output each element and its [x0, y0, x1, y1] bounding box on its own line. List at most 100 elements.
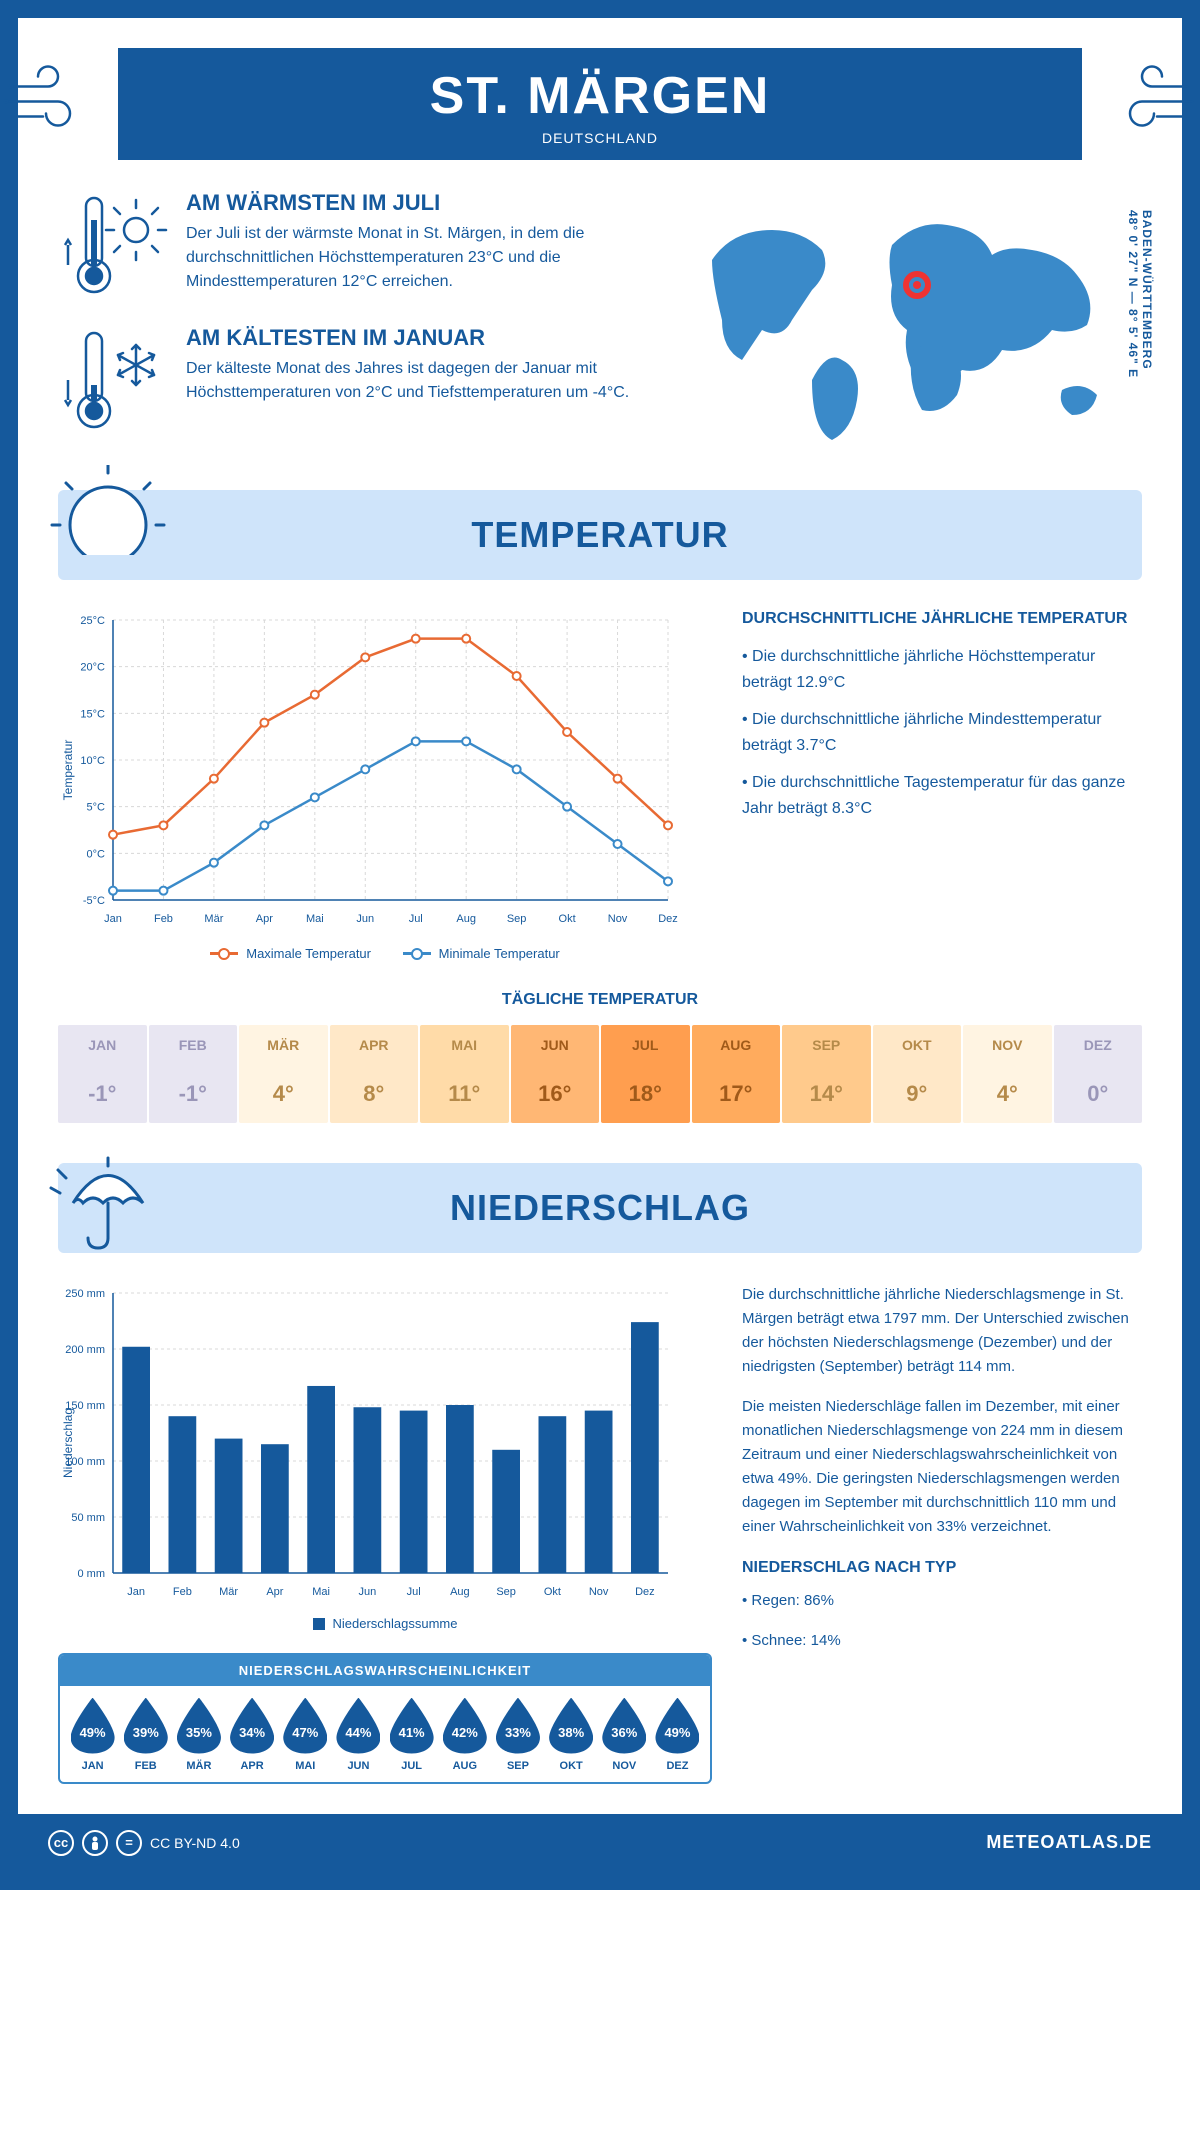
daily-temp-cell: OKT9° [873, 1025, 962, 1123]
prob-drop: 36%NOV [600, 1698, 649, 1772]
precip-type-1: • Regen: 86% [742, 1589, 1142, 1613]
svg-text:250 mm: 250 mm [65, 1288, 105, 1300]
daily-temp-cell: JUN16° [511, 1025, 600, 1123]
svg-text:Jun: Jun [356, 913, 374, 925]
svg-text:Dez: Dez [635, 1586, 655, 1598]
precipitation-text: Die durchschnittliche jährliche Niedersc… [742, 1283, 1142, 1784]
temperature-line-chart: -5°C0°C5°C10°C15°C20°C25°CJanFebMärAprMa… [58, 610, 712, 961]
temp-stats-title: DURCHSCHNITTLICHE JÄHRLICHE TEMPERATUR [742, 610, 1142, 628]
daily-temp-title: TÄGLICHE TEMPERATUR [58, 991, 1142, 1009]
prob-drop: 34%APR [228, 1698, 277, 1772]
precip-type-2: • Schnee: 14% [742, 1629, 1142, 1653]
daily-temp-cell: MAI11° [420, 1025, 509, 1123]
temp-stat-3: • Die durchschnittliche Tagestemperatur … [742, 770, 1142, 821]
precip-legend: Niederschlagssumme [333, 1616, 458, 1631]
warmest-title: AM WÄRMSTEN IM JULI [186, 190, 652, 216]
daily-temp-cell: APR8° [330, 1025, 419, 1123]
svg-text:Feb: Feb [173, 1586, 192, 1598]
warmest-text: Der Juli ist der wärmste Monat in St. Mä… [186, 222, 652, 294]
svg-text:Mai: Mai [306, 913, 324, 925]
svg-text:Jul: Jul [409, 913, 423, 925]
svg-text:Dez: Dez [658, 913, 678, 925]
world-map: BADEN-WÜRTTEMBERG 48° 0' 27" N — 8° 5' 4… [682, 190, 1142, 460]
temp-stat-1: • Die durchschnittliche jährliche Höchst… [742, 644, 1142, 695]
prob-title: NIEDERSCHLAGSWAHRSCHEINLICHKEIT [60, 1655, 710, 1686]
svg-text:Apr: Apr [256, 913, 273, 925]
svg-text:0 mm: 0 mm [78, 1568, 106, 1580]
svg-text:Jan: Jan [104, 913, 122, 925]
country-label: DEUTSCHLAND [118, 130, 1082, 146]
svg-text:Mär: Mär [204, 913, 223, 925]
svg-text:Niederschlag: Niederschlag [61, 1408, 75, 1478]
temperature-stats: DURCHSCHNITTLICHE JÄHRLICHE TEMPERATUR •… [742, 610, 1142, 961]
legend-min: Minimale Temperatur [439, 946, 560, 961]
svg-text:Sep: Sep [507, 913, 527, 925]
svg-text:Okt: Okt [559, 913, 576, 925]
by-icon [82, 1830, 108, 1856]
prob-drop: 47%MAI [281, 1698, 330, 1772]
warmest-block: AM WÄRMSTEN IM JULI Der Juli ist der wär… [58, 190, 652, 305]
temp-stat-2: • Die durchschnittliche jährliche Mindes… [742, 707, 1142, 758]
precip-p2: Die meisten Niederschläge fallen im Deze… [742, 1395, 1142, 1539]
daily-temp-cell: NOV4° [963, 1025, 1052, 1123]
daily-temp-cell: JAN-1° [58, 1025, 147, 1123]
footer: cc = CC BY-ND 4.0 METEOATLAS.DE [18, 1814, 1182, 1872]
wind-icon [3, 62, 93, 147]
coldest-block: AM KÄLTESTEN IM JANUAR Der kälteste Mona… [58, 325, 652, 440]
precipitation-title: NIEDERSCHLAG [450, 1187, 750, 1229]
svg-text:0°C: 0°C [87, 848, 106, 860]
svg-text:20°C: 20°C [80, 662, 105, 674]
site-label: METEOATLAS.DE [986, 1832, 1152, 1853]
legend-max: Maximale Temperatur [246, 946, 371, 961]
thermometer-sun-icon [58, 190, 168, 305]
svg-text:-5°C: -5°C [83, 895, 105, 907]
umbrella-icon [48, 1138, 168, 1258]
wind-icon [1107, 62, 1197, 147]
precip-type-title: NIEDERSCHLAG NACH TYP [742, 1555, 1142, 1581]
daily-temp-grid: JAN-1°FEB-1°MÄR4°APR8°MAI11°JUN16°JUL18°… [58, 1025, 1142, 1123]
daily-temp-cell: SEP14° [782, 1025, 871, 1123]
svg-text:50 mm: 50 mm [71, 1512, 105, 1524]
prob-drop: 44%JUN [334, 1698, 383, 1772]
svg-text:Aug: Aug [450, 1586, 470, 1598]
svg-text:Mär: Mär [219, 1586, 238, 1598]
svg-text:10°C: 10°C [80, 755, 105, 767]
precipitation-section-header: NIEDERSCHLAG [58, 1163, 1142, 1253]
daily-temp-cell: MÄR4° [239, 1025, 328, 1123]
svg-text:5°C: 5°C [87, 802, 106, 814]
svg-text:Jul: Jul [407, 1586, 421, 1598]
precipitation-probability-box: NIEDERSCHLAGSWAHRSCHEINLICHKEIT 49%JAN39… [58, 1653, 712, 1784]
temperature-section-header: TEMPERATUR [58, 490, 1142, 580]
temperature-title: TEMPERATUR [471, 514, 728, 556]
svg-text:Mai: Mai [312, 1586, 330, 1598]
header: ST. MÄRGEN DEUTSCHLAND [118, 48, 1082, 160]
precipitation-bar-chart: 0 mm50 mm100 mm150 mm200 mm250 mmNieders… [58, 1283, 712, 1633]
prob-drop: 49%DEZ [653, 1698, 702, 1772]
coldest-title: AM KÄLTESTEN IM JANUAR [186, 325, 652, 351]
license-label: CC BY-ND 4.0 [150, 1835, 240, 1851]
thermometer-snow-icon [58, 325, 168, 440]
prob-drop: 38%OKT [547, 1698, 596, 1772]
svg-text:Jun: Jun [359, 1586, 377, 1598]
prob-drop: 35%MÄR [174, 1698, 223, 1772]
svg-text:Temperatur: Temperatur [61, 740, 75, 801]
daily-temp-cell: FEB-1° [149, 1025, 238, 1123]
svg-text:Aug: Aug [456, 913, 476, 925]
daily-temp-cell: JUL18° [601, 1025, 690, 1123]
prob-drop: 41%JUL [387, 1698, 436, 1772]
prob-drop: 33%SEP [493, 1698, 542, 1772]
svg-text:Sep: Sep [496, 1586, 516, 1598]
prob-drop: 39%FEB [121, 1698, 170, 1772]
prob-drop: 42%AUG [440, 1698, 489, 1772]
svg-text:Jan: Jan [127, 1586, 145, 1598]
daily-temp-cell: DEZ0° [1054, 1025, 1143, 1123]
prob-drop: 49%JAN [68, 1698, 117, 1772]
svg-text:Feb: Feb [154, 913, 173, 925]
precip-p1: Die durchschnittliche jährliche Niedersc… [742, 1283, 1142, 1379]
svg-text:Nov: Nov [608, 913, 628, 925]
svg-text:Okt: Okt [544, 1586, 561, 1598]
nd-icon: = [116, 1830, 142, 1856]
svg-text:Apr: Apr [266, 1586, 283, 1598]
svg-text:15°C: 15°C [80, 708, 105, 720]
cc-icon: cc [48, 1830, 74, 1856]
